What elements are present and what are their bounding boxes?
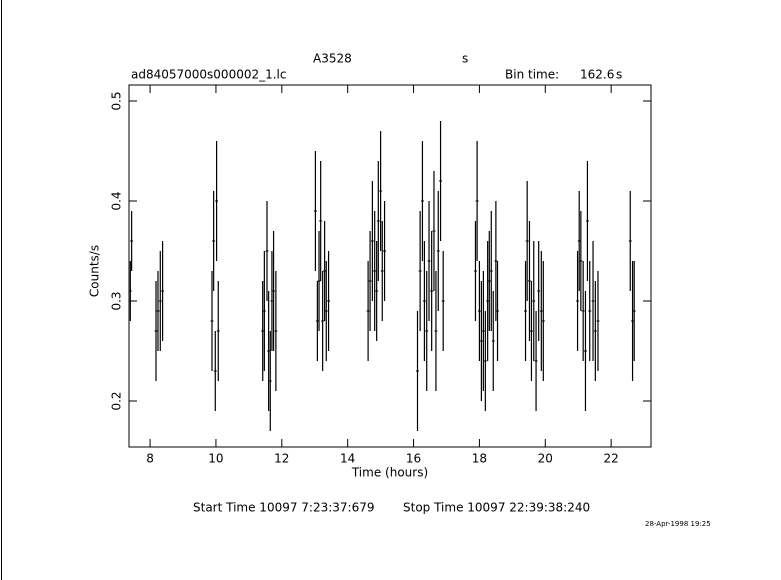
x-tick-label: 10 xyxy=(208,452,223,466)
y-tick-label: 0.2 xyxy=(110,391,124,410)
bin-time: 162.6 xyxy=(580,68,614,82)
chart-title: A3528 xyxy=(313,52,352,66)
x-tick-label: 22 xyxy=(604,452,619,466)
x-tick-label: 18 xyxy=(472,452,487,466)
stop-time: Stop Time 10097 22:39:38:240 xyxy=(403,501,590,515)
y-axis-label: Counts/s xyxy=(88,245,102,297)
plot-frame xyxy=(128,84,652,448)
y-tick-label: 0.3 xyxy=(110,291,124,310)
x-tick-label: 20 xyxy=(538,452,553,466)
x-tick-label: 12 xyxy=(274,452,289,466)
x-tick-label: 14 xyxy=(340,452,355,466)
x-tick-label: 16 xyxy=(406,452,421,466)
bin-time-label: Bin time: xyxy=(505,68,559,82)
y-tick-label: 0.5 xyxy=(110,91,124,110)
date: 28-Apr-1998 19:25 xyxy=(645,520,711,528)
subtitle: ad84057000s000002_1.lc xyxy=(131,68,287,82)
bin-time-unit: s xyxy=(616,68,622,82)
x-axis-label: Time (hours) xyxy=(351,466,428,480)
x-tick-label: 8 xyxy=(146,452,154,466)
y-tick-label: 0.4 xyxy=(110,191,124,210)
start-time: Start Time 10097 7:23:37:679 xyxy=(193,501,375,515)
title-unit: s xyxy=(462,52,468,66)
